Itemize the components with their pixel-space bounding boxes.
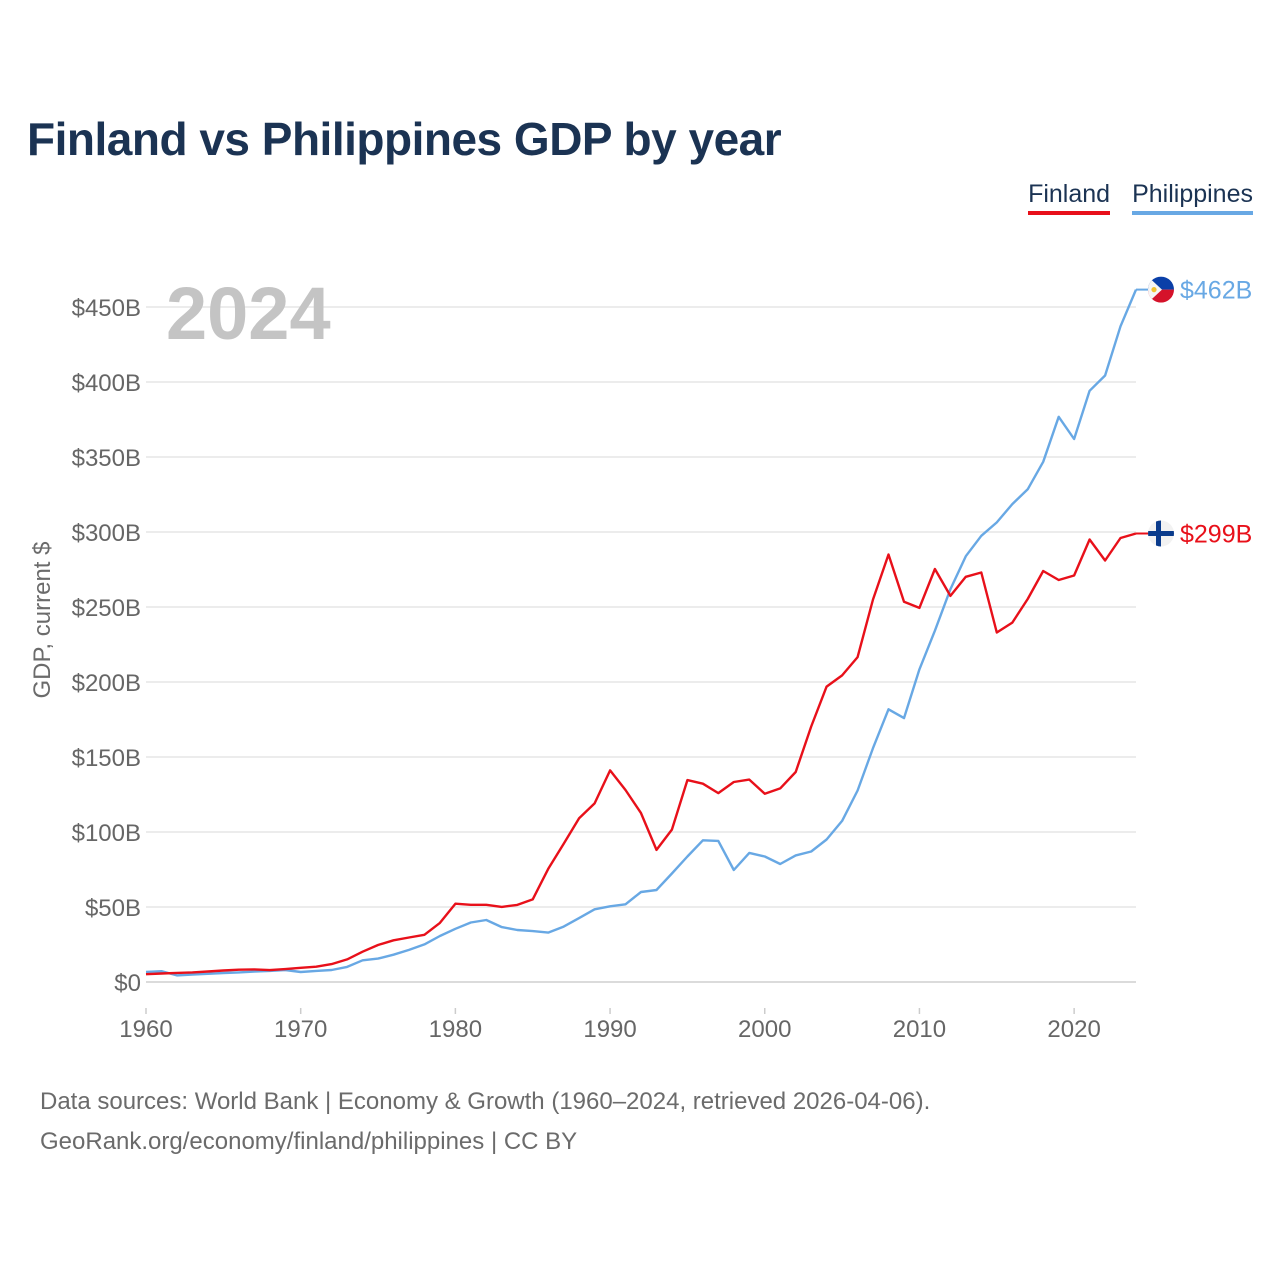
series-line-philippines: [145, 289, 1138, 977]
end-label-finland: $299B: [1180, 521, 1252, 549]
x-tick-label: 2000: [738, 1016, 791, 1043]
y-tick-label: $200B: [72, 670, 141, 697]
series-end-markers: $299B $462B: [1136, 276, 1252, 549]
footer-credit: GeoRank.org/economy/finland/philippines …: [40, 1128, 578, 1155]
y-tick-label: $300B: [72, 520, 141, 547]
x-tick-label: 1990: [583, 1016, 636, 1043]
end-label-philippines: $462B: [1180, 277, 1252, 305]
x-tick-label: 2020: [1047, 1016, 1100, 1043]
year-watermark: 2024: [166, 272, 331, 355]
y-axis-label: GDP, current $: [29, 542, 56, 699]
x-tick-label: 1980: [429, 1016, 482, 1043]
legend: Finland Philippines: [1028, 180, 1253, 215]
series-line-finland: [145, 532, 1137, 976]
series-lines: [145, 289, 1138, 977]
grid-lines: [146, 306, 1136, 983]
gdp-line-chart: $0 $50B $100B $150B $200B $250B $300B $350B $400…: [29, 272, 1252, 1043]
footer-sources: Data sources: World Bank | Economy & Gro…: [40, 1088, 931, 1115]
x-tick-label: 2010: [893, 1016, 946, 1043]
x-tick-label: 1960: [119, 1016, 172, 1043]
page-title: Finland vs Philippines GDP by year: [27, 113, 782, 165]
legend-item-finland[interactable]: Finland: [1028, 180, 1111, 215]
legend-item-philippines[interactable]: Philippines: [1132, 180, 1253, 215]
flag-finland-icon: [1148, 520, 1174, 547]
flag-philippines-icon: [1148, 276, 1174, 303]
y-tick-label: $250B: [72, 595, 141, 622]
y-tick-label: $150B: [72, 745, 141, 772]
y-tick-label: $0: [114, 970, 141, 997]
x-tick-label: 1970: [274, 1016, 327, 1043]
y-tick-label: $450B: [72, 295, 141, 322]
y-tick-label: $350B: [72, 445, 141, 472]
footer: Data sources: World Bank | Economy & Gro…: [40, 1082, 930, 1162]
y-tick-label: $100B: [72, 820, 141, 847]
y-tick-label: $400B: [72, 370, 141, 397]
y-axis-ticks: $0 $50B $100B $150B $200B $250B $300B $350B $400…: [72, 295, 141, 997]
x-axis-ticks: 1960 1970 1980 1990 2000 2010 2020: [119, 1008, 1101, 1043]
y-tick-label: $50B: [85, 895, 141, 922]
